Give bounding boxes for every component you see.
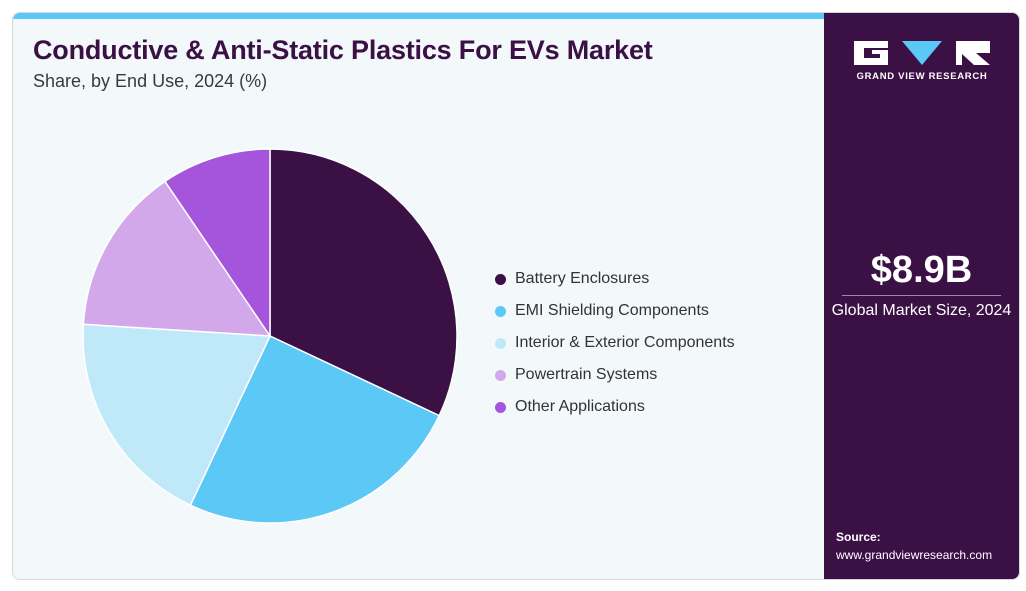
source-label: Source: <box>836 530 881 544</box>
legend-swatch <box>495 305 506 317</box>
pie-slice-2 <box>82 323 272 507</box>
pie-slice-4 <box>163 148 271 339</box>
gvr-logo-icon <box>854 41 990 65</box>
legend-item: Interior & Exterior Components <box>495 327 735 359</box>
legend-label: EMI Shielding Components <box>515 302 709 319</box>
pie-chart <box>82 148 458 524</box>
legend-label: Interior & Exterior Components <box>515 334 735 351</box>
pie-slice-0 <box>269 148 458 417</box>
chart-legend: Battery Enclosures EMI Shielding Componen… <box>495 263 735 423</box>
legend-item: EMI Shielding Components <box>495 295 735 327</box>
legend-label: Battery Enclosures <box>515 270 650 287</box>
pie-slice-3 <box>82 180 272 337</box>
legend-label: Other Applications <box>515 398 645 415</box>
brand-logo: GRAND VIEW RESEARCH <box>852 39 992 87</box>
market-size-label: Global Market Size, 2024 <box>831 302 1012 319</box>
accent-bar <box>13 13 824 19</box>
legend-swatch <box>495 337 506 349</box>
legend-label: Powertrain Systems <box>515 366 658 383</box>
legend-swatch <box>495 273 506 285</box>
chart-title: Conductive & Anti-Static Plastics For EV… <box>33 35 653 65</box>
legend-item: Powertrain Systems <box>495 359 735 391</box>
chart-panel: Conductive & Anti-Static Plastics For EV… <box>13 13 824 579</box>
legend-swatch <box>495 369 506 381</box>
report-card: Conductive & Anti-Static Plastics For EV… <box>12 12 1020 580</box>
legend-item: Battery Enclosures <box>495 263 735 295</box>
chart-subtitle: Share, by End Use, 2024 (%) <box>33 71 268 91</box>
legend-item: Other Applications <box>495 391 735 423</box>
divider <box>842 295 1001 296</box>
brand-name: GRAND VIEW RESEARCH <box>856 71 988 82</box>
market-size-value: $8.9B <box>870 249 973 291</box>
source-url[interactable]: www.grandviewresearch.com <box>836 548 993 562</box>
legend-swatch <box>495 401 506 413</box>
sidebar: GRAND VIEW RESEARCH $8.9B Global Market … <box>824 13 1019 579</box>
pie-slice-1 <box>189 335 441 524</box>
